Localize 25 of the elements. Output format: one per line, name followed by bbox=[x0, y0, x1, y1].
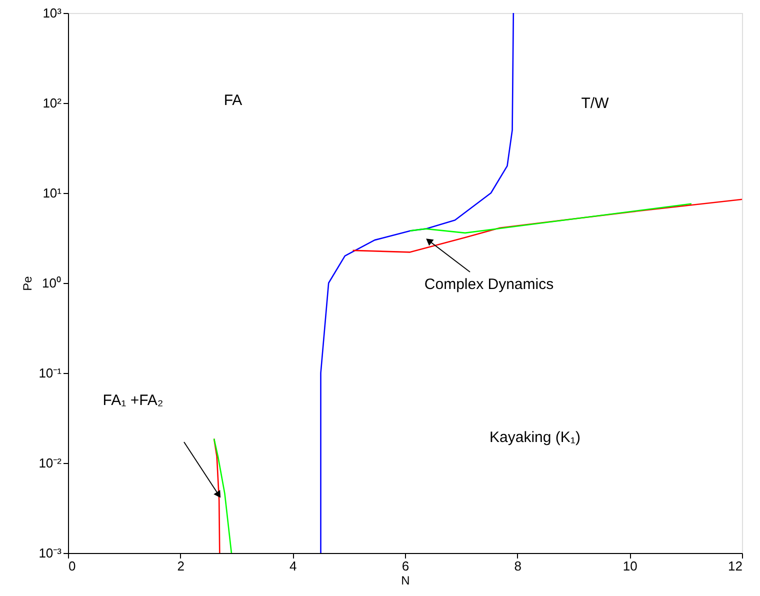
x-tick-label: 2 bbox=[177, 558, 184, 574]
y-axis-title: Pe bbox=[20, 276, 35, 291]
line-series bbox=[409, 203, 692, 234]
x-tick-label: 8 bbox=[514, 558, 522, 574]
annotation: T/W bbox=[581, 95, 610, 112]
annotation: FA₁ +FA₂ bbox=[102, 392, 164, 409]
y-tick-label: 10¹ bbox=[42, 186, 62, 200]
x-tick-label: 12 bbox=[728, 558, 742, 574]
line-series bbox=[213, 438, 220, 554]
line-series bbox=[352, 198, 743, 253]
line-series bbox=[213, 438, 232, 554]
x-tick-label: 0 bbox=[68, 558, 76, 574]
y-tick-label: 10⁰ bbox=[42, 276, 62, 290]
y-tick-label: 10⁻³ bbox=[38, 546, 62, 560]
annotation: Complex Dynamics bbox=[424, 276, 554, 293]
annotation: FA bbox=[224, 92, 242, 109]
annotation: Kayaking (K₁) bbox=[490, 429, 580, 446]
y-tick-label: 10³ bbox=[42, 6, 62, 20]
y-tick-label: 10⁻¹ bbox=[38, 366, 62, 380]
x-tick-label: 10 bbox=[622, 558, 638, 574]
x-tick-label: 4 bbox=[290, 558, 297, 574]
x-axis-title: N bbox=[401, 574, 410, 588]
y-tick-label: 10⁻² bbox=[38, 456, 62, 470]
x-tick-label: 6 bbox=[402, 558, 410, 574]
y-tick-label: 10² bbox=[42, 96, 62, 110]
